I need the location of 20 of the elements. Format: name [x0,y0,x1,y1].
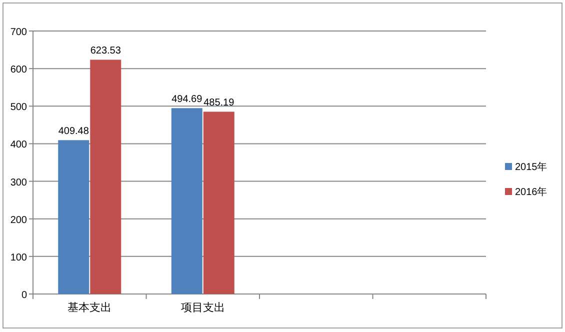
bar [90,60,122,294]
data-label: 494.69 [172,94,203,106]
data-label: 485.19 [204,98,235,109]
bar [203,112,234,294]
y-tick-label: 200 [10,214,28,226]
bar [58,140,90,294]
y-tick-label: 100 [10,252,28,264]
y-tick-label: 300 [10,177,28,188]
y-tick-label: 600 [10,64,28,76]
legend-label: 2015年 [515,161,548,173]
bar [171,108,202,294]
y-tick-label: 400 [10,140,28,151]
y-tick-label: 500 [10,102,28,114]
legend-label: 2016年 [515,186,548,198]
y-tick-label: 700 [10,27,28,38]
x-tick-label: 项目支出 [180,301,225,314]
y-tick-label: 0 [21,290,28,301]
x-tick-label: 基本支出 [68,301,112,314]
data-label: 623.53 [90,46,122,57]
data-label: 409.48 [58,126,90,138]
